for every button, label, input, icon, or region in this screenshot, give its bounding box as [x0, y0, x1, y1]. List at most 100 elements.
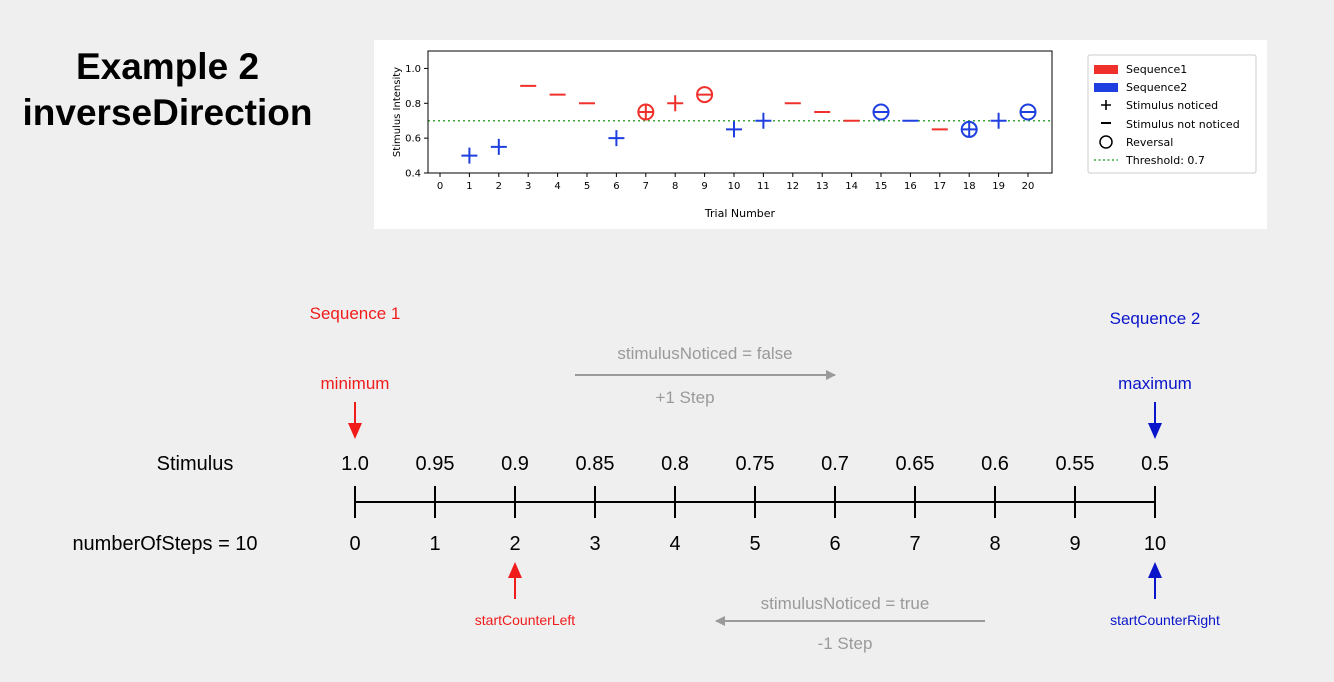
stimulus-value: 0.75 — [736, 453, 775, 475]
legend-label-not-noticed: Stimulus not noticed — [1126, 118, 1240, 131]
data-point — [461, 147, 478, 164]
title-line-1: Example 2 — [75, 46, 260, 87]
step-values-layer: 0 1 2 3 4 5 6 7 8 9 10 — [349, 533, 1166, 555]
plot-ticks-layer: 0 1 2 3 4 5 6 7 8 9 10 11 12 13 14 15 16 17 18 19 200.40.60.… — [405, 64, 1034, 192]
x-tick-label: 3 — [525, 181, 531, 192]
x-tick-label: 0 — [437, 181, 443, 192]
reversal-circle — [872, 103, 890, 121]
x-tick-label: 1 — [466, 181, 472, 192]
stimulus-value: 0.95 — [416, 453, 455, 475]
start-right-up-arrow — [1148, 562, 1162, 599]
bottom-arrow-label: stimulusNoticed = true — [761, 594, 930, 613]
stimulus-row-label: Stimulus — [157, 453, 234, 475]
data-point — [1019, 103, 1037, 121]
step-value: 3 — [589, 533, 600, 555]
page-title: Example 2 inverseDirection — [0, 44, 335, 136]
reversal-circle — [960, 120, 978, 138]
plot-legend: Sequence1 Sequence2 Stimulus noticed Sti… — [1087, 54, 1257, 174]
x-tick-label: 6 — [613, 181, 619, 192]
stimulus-values-layer: 1.0 0.95 0.9 0.85 0.8 0.75 0.7 0.65 0.6 0.55 0.5 — [341, 453, 1169, 475]
legend-frame — [1087, 54, 1257, 174]
x-tick-label: 9 — [701, 181, 707, 192]
start-counter-left-label: startCounterLeft — [475, 612, 575, 628]
x-tick-label: 18 — [963, 181, 976, 192]
legend-label-seq1: Sequence1 — [1126, 63, 1187, 76]
data-point — [667, 95, 684, 112]
legend-label-reversal: Reversal — [1126, 136, 1173, 149]
x-tick-label: 11 — [757, 181, 770, 192]
data-point — [490, 138, 507, 155]
data-point — [608, 130, 625, 147]
stimulus-value: 0.5 — [1141, 453, 1169, 475]
plus-marker — [726, 121, 742, 138]
stimulus-plot: 0 1 2 3 4 5 6 7 8 9 10 11 12 13 14 15 16 17 18 19 200.40.60.… — [392, 50, 1257, 220]
data-point — [696, 86, 714, 104]
stimulus-value: 0.55 — [1056, 453, 1095, 475]
stimulus-value: 0.9 — [501, 453, 529, 475]
sequence-1-label: Sequence 1 — [310, 304, 401, 323]
step-value: 1 — [429, 533, 440, 555]
maximum-label: maximum — [1118, 374, 1192, 393]
scale-ticks-layer — [354, 486, 1156, 518]
data-point — [726, 121, 742, 138]
legend-label-threshold: Threshold: 0.7 — [1125, 154, 1205, 167]
data-point — [755, 112, 772, 129]
x-tick-label: 14 — [845, 181, 858, 192]
legend-swatch-seq1 — [1094, 65, 1118, 74]
steps-row-label: numberOfSteps = 10 — [72, 533, 257, 555]
plus-marker — [755, 112, 772, 129]
data-point — [960, 120, 978, 138]
x-tick-label: 20 — [1022, 181, 1035, 192]
stimulus-value: 0.65 — [896, 453, 935, 475]
y-axis-label: Stimulus Intensity — [392, 67, 403, 157]
legend-label-noticed: Stimulus noticed — [1126, 99, 1218, 112]
step-value: 10 — [1144, 533, 1166, 555]
step-value: 6 — [829, 533, 840, 555]
data-point — [990, 112, 1007, 129]
top-arrow-label: stimulusNoticed = false — [617, 344, 792, 363]
x-tick-label: 10 — [728, 181, 741, 192]
plus-marker — [637, 104, 654, 120]
x-tick-label: 5 — [584, 181, 590, 192]
bottom-arrow-step: -1 Step — [818, 634, 873, 653]
x-tick-label: 15 — [875, 181, 888, 192]
plus-marker — [490, 138, 507, 155]
legend-label-seq2: Sequence2 — [1126, 81, 1187, 94]
start-counter-right-label: startCounterRight — [1110, 612, 1220, 628]
plot-frame — [427, 50, 1053, 174]
x-tick-label: 17 — [933, 181, 946, 192]
x-axis-label: Trial Number — [704, 207, 776, 220]
y-tick-label: 0.4 — [405, 169, 421, 180]
plus-marker — [461, 147, 478, 164]
stimulus-value: 1.0 — [341, 453, 369, 475]
reversal-circle — [637, 103, 655, 121]
y-tick-label: 1.0 — [405, 64, 421, 75]
reversal-circle — [696, 86, 714, 104]
y-tick-label: 0.6 — [405, 134, 421, 145]
step-value: 9 — [1069, 533, 1080, 555]
step-value: 7 — [909, 533, 920, 555]
x-tick-label: 2 — [496, 181, 502, 192]
plus-marker — [990, 112, 1007, 129]
step-value: 5 — [749, 533, 760, 555]
maximum-down-arrow — [1148, 402, 1162, 439]
legend-swatch-seq2 — [1094, 83, 1118, 92]
x-tick-label: 4 — [554, 181, 560, 192]
data-point — [872, 103, 890, 121]
x-tick-label: 7 — [643, 181, 649, 192]
start-left-up-arrow — [508, 562, 522, 599]
data-point — [637, 103, 655, 121]
reversal-circle — [1019, 103, 1037, 121]
legend-circle-icon — [1099, 135, 1113, 149]
step-value: 8 — [989, 533, 1000, 555]
stimulus-value: 0.85 — [576, 453, 615, 475]
sequence-2-label: Sequence 2 — [1110, 309, 1201, 328]
minimum-down-arrow — [348, 402, 362, 439]
minimum-label: minimum — [321, 374, 390, 393]
plus-marker — [608, 130, 625, 147]
plus-marker — [961, 121, 978, 138]
step-value: 0 — [349, 533, 360, 555]
stimulus-value: 0.8 — [661, 453, 689, 475]
x-tick-label: 13 — [816, 181, 829, 192]
title-line-2: inverseDirection — [22, 92, 313, 133]
